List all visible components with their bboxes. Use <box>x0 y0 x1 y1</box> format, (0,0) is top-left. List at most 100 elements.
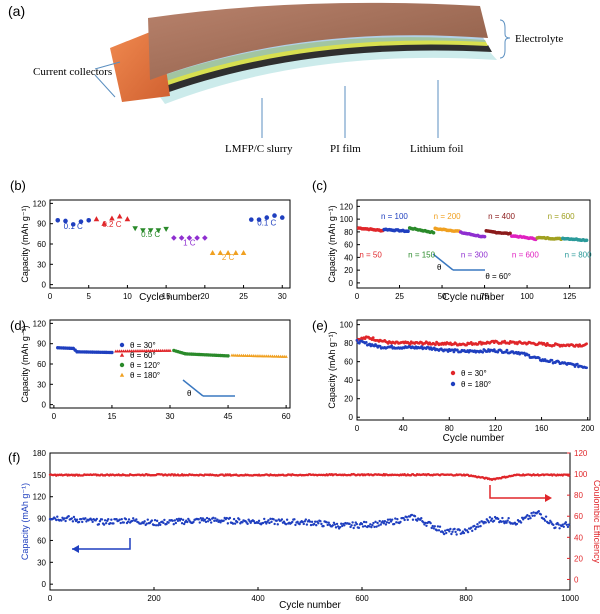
data-point <box>322 524 325 528</box>
y-tick-label: 0 <box>349 279 354 288</box>
x-tick-label: 30 <box>166 412 175 421</box>
data-point <box>424 521 427 525</box>
legend-entry: θ = 180° <box>130 371 160 380</box>
y-right-tick-label: 20 <box>574 554 583 563</box>
data-point <box>444 529 447 532</box>
data-point <box>279 215 285 220</box>
annotation-label: n = 300 <box>461 250 488 259</box>
data-point <box>420 517 423 520</box>
y-tick-label: 0 <box>349 413 354 422</box>
capacity-axis-arrow <box>72 538 131 550</box>
data-point <box>120 518 123 521</box>
x-axis-label: Cycle number <box>279 600 341 611</box>
y-axis-label: Capacity (mAh g⁻¹) <box>327 331 337 408</box>
data-point <box>438 525 442 528</box>
x-tick-label: 160 <box>535 424 549 433</box>
data-point <box>126 520 130 523</box>
annotation-label: 0.5 C <box>141 230 160 239</box>
data-point <box>388 518 392 521</box>
data-point <box>413 514 417 518</box>
annotation-label: 0.2 C <box>102 220 121 229</box>
data-point <box>533 514 536 517</box>
data-point <box>77 520 81 524</box>
annotation-label: n = 400 <box>488 212 515 221</box>
data-point <box>95 517 99 521</box>
data-point <box>331 524 335 527</box>
data-point <box>272 213 277 218</box>
data-point <box>431 230 436 235</box>
data-point <box>179 517 183 521</box>
data-point <box>132 517 135 520</box>
data-point <box>433 525 436 528</box>
data-point <box>362 520 366 524</box>
data-point <box>98 520 102 523</box>
y-tick-label: 0 <box>42 580 47 589</box>
data-point <box>267 519 270 522</box>
data-point <box>369 523 372 526</box>
data-point <box>387 521 391 524</box>
data-point <box>203 518 207 521</box>
data-point <box>429 521 432 525</box>
data-point <box>341 524 344 528</box>
data-point <box>119 521 122 525</box>
data-point <box>264 215 270 220</box>
data-point <box>450 370 456 376</box>
data-point <box>466 530 470 534</box>
data-point <box>296 520 299 524</box>
bend-angle-icon: θ <box>182 379 235 398</box>
data-point <box>481 350 485 354</box>
data-point <box>110 350 114 355</box>
x-tick-label: 10 <box>123 292 132 301</box>
data-point <box>298 522 301 526</box>
data-point <box>531 514 534 517</box>
x-tick-label: 5 <box>86 292 91 301</box>
data-point <box>119 362 125 368</box>
y-right-tick-label: 120 <box>574 449 588 458</box>
data-point <box>508 231 512 236</box>
annotation-label: θ = 60° <box>485 272 511 281</box>
data-point <box>474 527 477 531</box>
data-point <box>368 525 371 528</box>
data-point <box>473 524 476 528</box>
panel-e-chart: (e) 0 40 80 120 160 200 0 20 40 60 80 100 Cycle numbe… <box>312 318 595 444</box>
panel-a-label: (a) <box>8 3 25 19</box>
data-point <box>270 520 273 524</box>
data-point <box>343 524 346 527</box>
data-point <box>355 338 359 342</box>
annotation-label: n = 50 <box>359 250 382 259</box>
y-tick-label: 0 <box>42 401 47 410</box>
data-point <box>225 516 228 520</box>
y-tick-label: 90 <box>37 220 46 229</box>
data-point <box>186 235 193 241</box>
annotation-label: n = 600 <box>512 250 539 259</box>
data-point <box>350 524 353 527</box>
y-tick-label: 0 <box>42 281 47 290</box>
data-point <box>406 229 410 233</box>
data-point <box>357 526 361 530</box>
data-point <box>284 523 288 526</box>
y-tick-label: 60 <box>344 241 353 250</box>
y-tick-label: 150 <box>33 471 47 480</box>
data-point <box>448 530 451 533</box>
data-point <box>361 525 365 528</box>
data-point <box>115 518 118 521</box>
data-point <box>118 518 121 521</box>
data-point <box>371 336 375 340</box>
data-point <box>450 532 453 536</box>
data-point <box>370 525 373 529</box>
data-point <box>477 525 480 528</box>
plot-frame <box>356 319 591 421</box>
cathode-sheet <box>148 2 488 80</box>
data-point <box>310 520 314 524</box>
data-point <box>107 518 110 521</box>
data-point <box>226 354 230 358</box>
data-point <box>174 521 178 525</box>
data-point <box>543 519 547 522</box>
y-tick-label: 60 <box>37 360 46 369</box>
data-point <box>116 213 123 219</box>
x-tick-label: 75 <box>480 292 489 301</box>
data-point <box>490 517 494 520</box>
data-point <box>374 520 377 524</box>
data-point <box>202 235 208 241</box>
data-point <box>246 522 249 526</box>
